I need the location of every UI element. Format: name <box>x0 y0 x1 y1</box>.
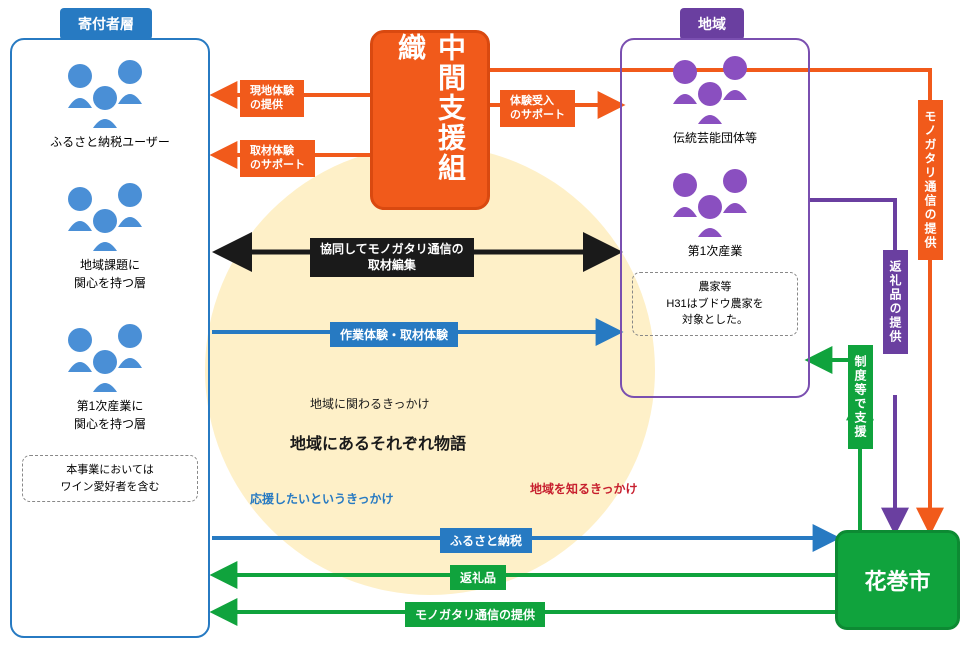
region-group: 伝統芸能団体等 <box>632 54 798 147</box>
city-title: 花巻市 <box>864 564 930 596</box>
donor-box: ふるさと納税ユーザー 地域課題に 関心を持つ層 第1次産業に 関心を持つ層 本事… <box>10 38 210 638</box>
donor-group: 地域課題に 関心を持つ層 <box>22 181 198 292</box>
region-group-label: 伝統芸能団体等 <box>632 129 798 147</box>
people-icon <box>655 54 775 124</box>
edge-green-henrei: 返礼品 <box>450 565 506 590</box>
city-box: 花巻市 <box>835 530 960 630</box>
donor-group: ふるさと納税ユーザー <box>22 58 198 151</box>
edge-blue-sagyo: 作業体験・取材体験 <box>330 322 458 347</box>
edge-orange-vert: モノガタリ通信の提供 <box>918 100 943 260</box>
donor-header: 寄付者層 <box>60 8 152 40</box>
edge-orange-right: 体験受入 のサポート <box>500 90 575 127</box>
region-box: 伝統芸能団体等 第1次産業 農家等 H31はブドウ農家を 対象とした。 <box>620 38 810 398</box>
donor-group-label: 第1次産業に 関心を持つ層 <box>22 397 198 433</box>
edge-purple-vert: 返礼品の提供 <box>883 250 908 354</box>
intermediary-title: 中間支援組織 <box>390 33 470 207</box>
people-icon <box>50 322 170 392</box>
caption-c2: 地域にあるそれぞれ物語 <box>290 430 466 454</box>
region-note: 農家等 H31はブドウ農家を 対象とした。 <box>632 272 798 336</box>
edge-black-bi: 協同してモノガタリ通信の 取材編集 <box>310 238 474 277</box>
region-group: 第1次産業 <box>632 167 798 260</box>
story-circle <box>205 145 655 595</box>
region-header: 地域 <box>680 8 744 40</box>
donor-group-label: ふるさと納税ユーザー <box>22 133 198 151</box>
caption-c3: 応援したいというきっかけ <box>250 490 394 507</box>
edge-orange-left1: 現地体験 の提供 <box>240 80 304 117</box>
people-icon <box>50 181 170 251</box>
intermediary-box: 中間支援組織 <box>370 30 490 210</box>
edge-green-mono: モノガタリ通信の提供 <box>405 602 545 627</box>
caption-c4: 地域を知るきっかけ <box>530 480 638 497</box>
region-group-label: 第1次産業 <box>632 242 798 260</box>
people-icon <box>655 167 775 237</box>
edge-blue-furusato: ふるさと納税 <box>440 528 532 553</box>
edge-orange-left2: 取材体験 のサポート <box>240 140 315 177</box>
donor-group: 第1次産業に 関心を持つ層 <box>22 322 198 433</box>
donor-note: 本事業においては ワイン愛好者を含む <box>22 455 198 502</box>
donor-group-label: 地域課題に 関心を持つ層 <box>22 256 198 292</box>
caption-c1: 地域に関わるきっかけ <box>310 395 430 412</box>
edge-green-vert: 制度等で支援 <box>848 345 873 449</box>
people-icon <box>50 58 170 128</box>
